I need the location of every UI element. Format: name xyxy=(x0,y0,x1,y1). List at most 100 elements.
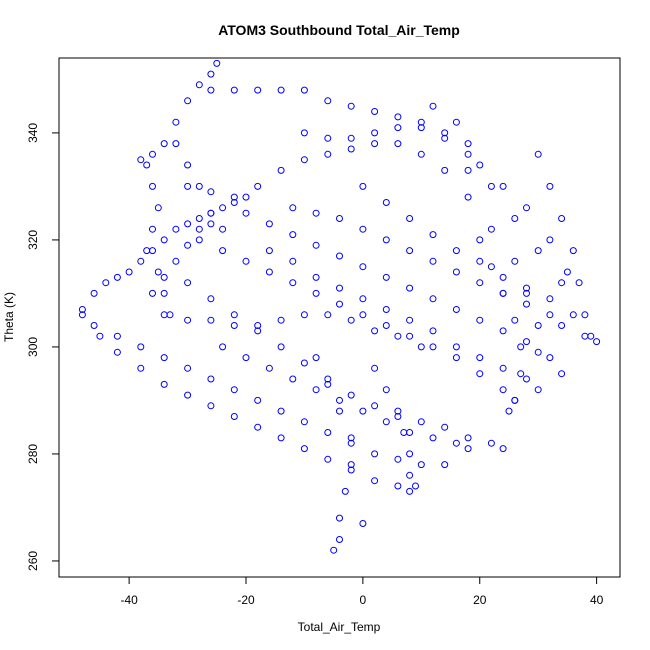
data-point xyxy=(265,220,273,228)
data-point xyxy=(341,487,349,495)
data-point xyxy=(406,471,414,479)
data-point xyxy=(184,182,192,190)
data-point xyxy=(359,182,367,190)
data-point xyxy=(441,423,449,431)
data-point xyxy=(546,182,554,190)
data-point xyxy=(546,311,554,319)
data-point xyxy=(230,86,238,94)
data-point xyxy=(277,86,285,94)
data-point xyxy=(417,150,425,158)
data-point xyxy=(300,129,308,137)
data-point xyxy=(523,338,530,346)
data-point xyxy=(534,386,542,394)
data-point xyxy=(569,311,577,319)
data-point xyxy=(406,332,414,340)
data-point xyxy=(464,193,472,201)
data-point xyxy=(534,322,542,329)
data-point xyxy=(324,455,332,463)
data-point xyxy=(505,407,513,415)
data-point xyxy=(429,295,437,303)
data-point xyxy=(184,279,192,287)
data-point xyxy=(359,295,367,303)
data-point xyxy=(487,439,495,447)
data-point xyxy=(160,140,168,148)
data-point xyxy=(289,279,297,287)
data-point xyxy=(523,284,530,292)
data-point xyxy=(499,289,507,297)
data-point xyxy=(154,268,162,276)
y-tick-label: 260 xyxy=(26,551,40,571)
x-tick-label: -20 xyxy=(237,593,255,607)
data-point xyxy=(184,161,192,169)
data-point xyxy=(558,279,566,287)
data-point xyxy=(207,316,215,324)
data-point xyxy=(347,461,355,469)
data-point xyxy=(125,268,133,276)
data-point xyxy=(441,166,449,174)
data-point xyxy=(336,396,343,404)
data-point xyxy=(452,118,460,126)
data-point xyxy=(347,134,355,142)
data-point xyxy=(242,209,250,217)
data-point xyxy=(324,150,332,158)
data-point xyxy=(137,364,145,372)
data-point xyxy=(300,156,308,164)
data-point xyxy=(558,370,566,378)
data-point xyxy=(289,375,297,383)
data-point xyxy=(195,236,203,244)
data-point xyxy=(219,225,227,233)
data-point xyxy=(534,348,542,356)
data-point xyxy=(406,215,414,222)
data-point xyxy=(406,284,414,292)
data-point xyxy=(324,380,332,388)
data-point xyxy=(499,445,507,453)
data-point xyxy=(172,257,180,265)
data-point xyxy=(207,86,215,94)
data-point xyxy=(347,434,355,442)
data-point xyxy=(300,359,308,367)
data-point xyxy=(242,257,250,265)
data-point xyxy=(400,429,408,436)
data-point xyxy=(417,461,425,469)
data-point xyxy=(312,354,320,362)
data-point xyxy=(312,386,320,394)
data-point xyxy=(78,306,86,313)
data-point xyxy=(429,257,437,265)
data-point xyxy=(464,140,472,148)
data-point xyxy=(429,327,437,335)
data-point xyxy=(464,150,472,158)
data-point xyxy=(347,439,355,447)
data-point xyxy=(254,86,262,94)
data-point xyxy=(406,316,414,324)
data-points xyxy=(78,59,601,554)
data-point xyxy=(207,402,215,410)
data-point xyxy=(347,316,355,324)
data-point xyxy=(172,118,180,126)
data-point xyxy=(417,343,425,351)
data-point xyxy=(160,354,168,362)
data-point xyxy=(452,247,460,255)
data-point xyxy=(476,257,484,265)
data-point xyxy=(230,386,238,394)
data-point xyxy=(195,182,203,190)
data-point xyxy=(464,166,472,174)
data-point xyxy=(242,193,250,201)
data-point xyxy=(359,407,367,415)
x-axis-label: Total_Air_Temp xyxy=(298,620,381,634)
data-point xyxy=(511,396,519,404)
data-point xyxy=(277,343,285,351)
data-point xyxy=(160,311,168,319)
data-point xyxy=(219,343,227,351)
data-point xyxy=(184,316,192,324)
data-point xyxy=(300,445,308,453)
data-point xyxy=(382,322,390,329)
data-point xyxy=(593,338,601,346)
data-point xyxy=(184,220,192,228)
data-point xyxy=(219,204,227,212)
data-point xyxy=(149,225,156,233)
data-point xyxy=(371,402,379,410)
data-point xyxy=(487,225,495,233)
data-point xyxy=(137,156,145,164)
data-point xyxy=(230,199,238,206)
data-point xyxy=(382,236,390,244)
